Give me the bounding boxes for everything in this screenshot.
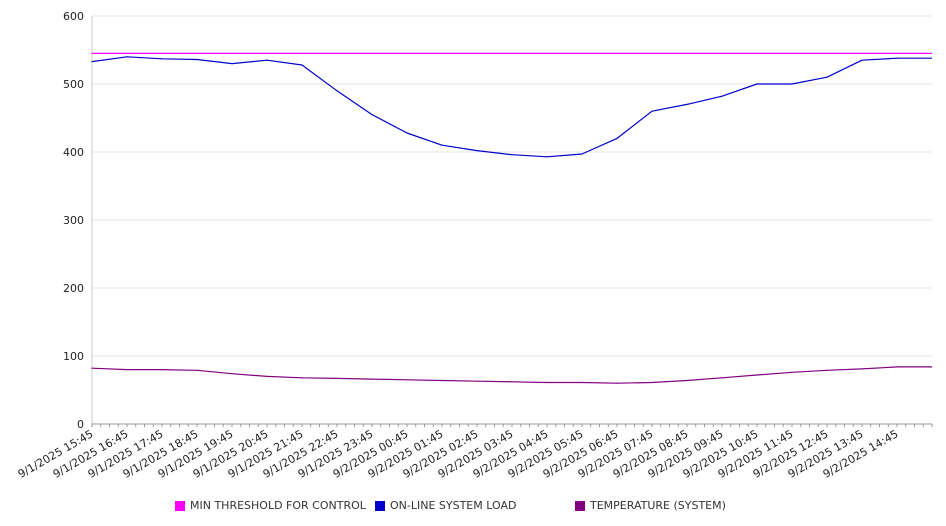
data-point-series-2 — [126, 369, 128, 371]
data-point-series-1 — [371, 114, 373, 116]
legend-label-temperature: TEMPERATURE (SYSTEM) — [590, 499, 726, 512]
data-point-series-2 — [861, 368, 863, 370]
data-point-series-1 — [861, 59, 863, 61]
y-tick-label: 100 — [63, 350, 84, 363]
data-point-series-2 — [231, 373, 233, 375]
data-point-series-0 — [826, 52, 828, 55]
data-point-series-0 — [161, 52, 163, 55]
data-point-series-1 — [336, 90, 338, 92]
data-point-series-2 — [686, 379, 688, 382]
data-point-series-0 — [196, 52, 198, 55]
data-point-series-1 — [581, 153, 583, 155]
legend: MIN THRESHOLD FOR CONTROL ON-LINE SYSTEM… — [0, 499, 946, 513]
data-point-series-0 — [301, 52, 303, 55]
series-line-2 — [91, 366, 932, 384]
data-point-series-1 — [126, 56, 128, 58]
data-point-series-2 — [581, 381, 583, 384]
data-point-series-1 — [231, 63, 233, 65]
data-point-series-1 — [161, 58, 163, 60]
data-point-series-1 — [476, 150, 478, 152]
data-point-series-1 — [826, 76, 828, 78]
x-axis: 9/1/2025 15:459/1/2025 16:459/1/2025 17:… — [16, 423, 933, 481]
data-point-series-1 — [686, 103, 688, 105]
data-point-series-1 — [896, 57, 898, 59]
data-point-series-1 — [651, 110, 653, 112]
y-tick-label: 400 — [63, 146, 84, 159]
data-point-series-2 — [721, 377, 723, 379]
data-point-series-0 — [756, 52, 758, 55]
legend-swatch-temperature — [575, 500, 585, 511]
data-point-series-0 — [476, 52, 478, 55]
data-point-series-2 — [896, 366, 898, 368]
data-point-series-2 — [791, 371, 793, 373]
data-point-series-2 — [196, 369, 198, 371]
data-point-series-2 — [336, 377, 338, 380]
series-line-1 — [91, 56, 932, 158]
data-point-series-1 — [546, 156, 548, 158]
data-point-series-0 — [91, 52, 93, 55]
data-point-series-1 — [441, 144, 443, 146]
data-point-series-2 — [826, 369, 828, 371]
data-point-series-1 — [406, 132, 408, 134]
data-point-series-2 — [91, 367, 93, 369]
data-point-series-1 — [511, 154, 513, 156]
data-point-series-2 — [301, 377, 303, 379]
series-lines — [91, 52, 932, 384]
legend-item-temperature: TEMPERATURE (SYSTEM) — [575, 499, 726, 512]
data-point-series-1 — [266, 59, 268, 61]
y-axis: 0 100 200 300 400 500 600 — [63, 10, 93, 431]
data-point-series-1 — [301, 64, 303, 66]
y-tick-label: 300 — [63, 214, 84, 227]
legend-item-threshold: MIN THRESHOLD FOR CONTROL — [175, 499, 366, 512]
data-point-series-2 — [266, 375, 268, 377]
data-point-series-2 — [651, 381, 653, 384]
data-point-series-0 — [231, 52, 233, 55]
data-point-series-0 — [896, 52, 898, 55]
data-point-series-2 — [546, 381, 548, 384]
legend-swatch-load — [375, 500, 385, 511]
data-point-series-2 — [441, 379, 443, 382]
y-tick-label: 600 — [63, 10, 84, 23]
legend-swatch-threshold — [175, 500, 185, 511]
y-tick-label: 200 — [63, 282, 84, 295]
y-tick-label: 0 — [77, 418, 84, 431]
data-point-series-0 — [511, 52, 513, 55]
data-point-series-1 — [91, 60, 93, 63]
data-point-series-0 — [126, 52, 128, 55]
data-point-series-0 — [686, 52, 688, 55]
data-point-series-0 — [266, 52, 268, 55]
data-point-series-0 — [546, 52, 548, 55]
data-point-series-0 — [721, 52, 723, 55]
data-point-series-0 — [406, 52, 408, 55]
data-point-series-1 — [196, 58, 198, 61]
data-point-series-1 — [721, 95, 723, 97]
data-point-series-0 — [336, 52, 338, 55]
data-point-series-1 — [616, 137, 618, 139]
data-point-series-0 — [581, 52, 583, 55]
legend-label-load: ON-LINE SYSTEM LOAD — [390, 499, 517, 512]
data-point-series-0 — [861, 52, 863, 55]
data-point-series-1 — [756, 83, 758, 85]
data-point-series-0 — [371, 52, 373, 55]
data-point-series-2 — [476, 380, 478, 382]
data-point-series-2 — [616, 382, 618, 384]
data-point-series-2 — [161, 369, 163, 371]
legend-item-load: ON-LINE SYSTEM LOAD — [375, 499, 516, 512]
data-point-series-0 — [616, 52, 618, 55]
data-point-series-0 — [651, 52, 653, 55]
legend-label-threshold: MIN THRESHOLD FOR CONTROL — [190, 499, 366, 512]
data-point-series-2 — [406, 379, 408, 381]
data-point-series-1 — [791, 83, 793, 85]
data-point-series-2 — [371, 378, 373, 380]
data-point-series-2 — [756, 374, 758, 376]
y-tick-label: 500 — [63, 78, 84, 91]
data-point-series-0 — [441, 52, 443, 55]
data-point-series-0 — [791, 52, 793, 55]
data-point-series-2 — [511, 381, 513, 383]
gridlines — [92, 15, 932, 357]
